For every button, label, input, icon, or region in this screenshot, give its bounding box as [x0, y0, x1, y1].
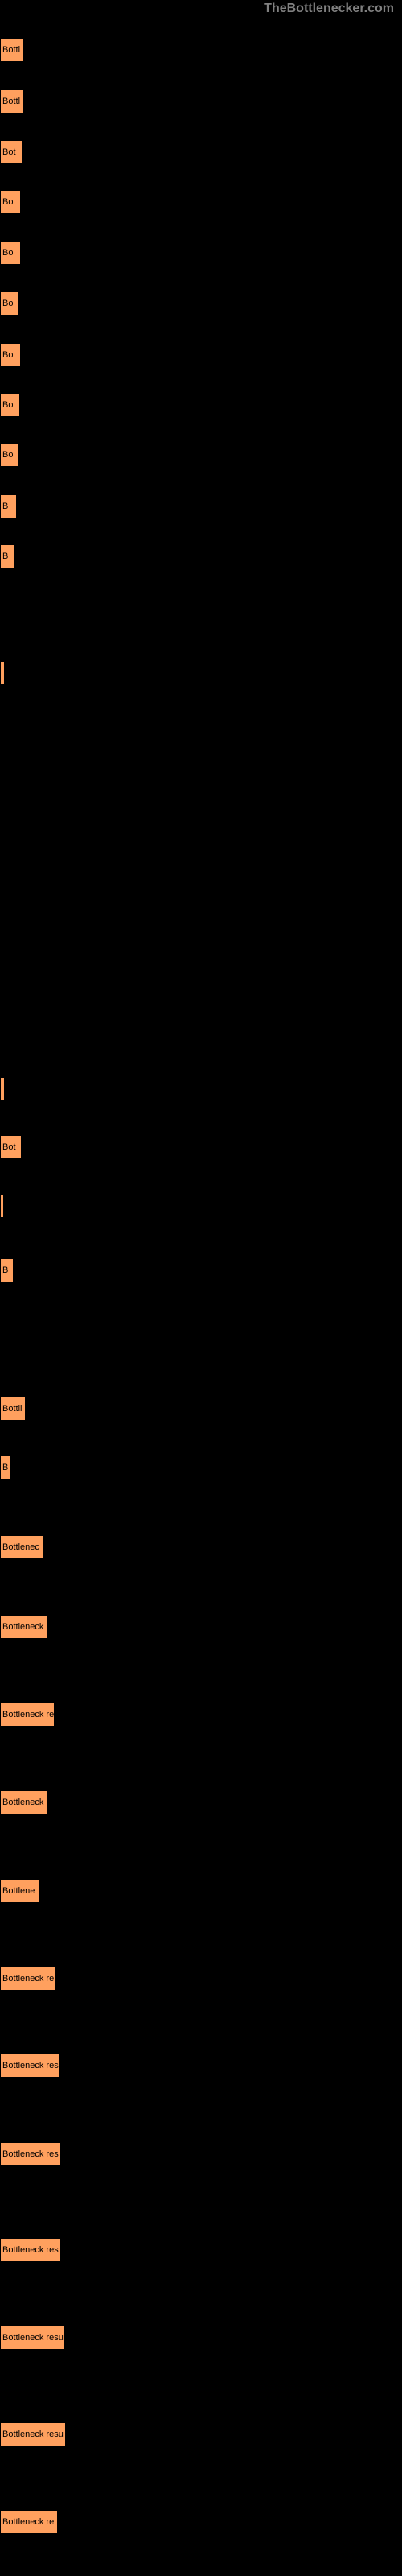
- bar: Bo: [0, 190, 21, 214]
- bar-row: Bottli: [0, 1390, 26, 1426]
- bar-row: Bo: [0, 234, 21, 270]
- bar-label: Bottl: [2, 97, 20, 106]
- bar-label: Bottl: [2, 45, 20, 55]
- bar-row: Bottleneck res: [0, 2048, 59, 2084]
- bar-label: Bottleneck re: [2, 1974, 54, 1984]
- bar-label: Bottleneck res: [2, 2245, 59, 2255]
- bar-row: Bottleneck: [0, 1785, 48, 1821]
- bar-row: Bottl: [0, 83, 24, 119]
- bar-label: Bottlenec: [2, 1542, 39, 1552]
- bar: Bo: [0, 241, 21, 265]
- bar-label: Bottleneck: [2, 1622, 43, 1632]
- bar-label: B: [2, 551, 8, 561]
- bar-row: B: [0, 1252, 14, 1288]
- bar-row: Bot: [0, 1129, 22, 1166]
- chart-container: Bottl Bottl Bot Bo Bo Bo Bo Bo Bo B B Bot B Bottli B Bo…: [0, 0, 402, 2576]
- bar-row: Bot: [0, 134, 23, 171]
- bar: Bottleneck res: [0, 2238, 61, 2262]
- bar: Bo: [0, 393, 20, 417]
- bar: Bo: [0, 443, 18, 467]
- bar-label: Bo: [2, 248, 13, 258]
- bar: Bot: [0, 1135, 22, 1159]
- bar: [0, 1077, 5, 1101]
- bar: Bottl: [0, 38, 24, 62]
- bar: Bottlenec: [0, 1535, 43, 1559]
- bar: Bottleneck re: [0, 1967, 56, 1991]
- bar-row: Bottleneck res: [0, 2136, 61, 2173]
- bar-label: Bo: [2, 299, 13, 308]
- bar-label: Bottli: [2, 1404, 22, 1414]
- bar: Bot: [0, 140, 23, 164]
- bar: B: [0, 1455, 11, 1480]
- bar-row: Bo: [0, 437, 18, 473]
- bar-row: B: [0, 488, 17, 524]
- bar-label: Bo: [2, 450, 13, 460]
- bar: B: [0, 494, 17, 518]
- bar-row: Bo: [0, 184, 21, 221]
- bar-label: B: [2, 502, 8, 511]
- bar: Bottleneck re: [0, 1703, 55, 1727]
- bar-label: Bottleneck: [2, 1798, 43, 1807]
- bar-row: [0, 1188, 4, 1224]
- bar: Bottli: [0, 1397, 26, 1421]
- bar-label: Bottleneck res: [2, 2149, 59, 2159]
- bar: Bottlene: [0, 1879, 40, 1903]
- bar-row: Bottlenec: [0, 1529, 43, 1565]
- bar: Bottl: [0, 89, 24, 114]
- bar-label: Bo: [2, 350, 13, 360]
- bar: B: [0, 1258, 14, 1282]
- bar-row: [0, 1071, 5, 1107]
- bar-label: Bot: [2, 1142, 16, 1152]
- bar-row: B: [0, 538, 14, 574]
- bar-label: B: [2, 1265, 8, 1275]
- bar-label: Bottleneck resu: [2, 2429, 64, 2439]
- bar-row: B: [0, 1449, 11, 1485]
- bar-row: Bo: [0, 286, 19, 322]
- bar: [0, 1194, 4, 1218]
- bar-row: Bottleneck res: [0, 2232, 61, 2268]
- bar-label: Bo: [2, 197, 13, 207]
- bar-label: B: [2, 1463, 8, 1472]
- bar: Bo: [0, 291, 19, 316]
- bar: Bottleneck resu: [0, 2422, 66, 2446]
- bar-row: Bottleneck: [0, 1609, 48, 1645]
- bar-label: Bottleneck re: [2, 1710, 54, 1719]
- bar-row: Bottleneck re: [0, 1960, 56, 1996]
- bar: B: [0, 544, 14, 568]
- bar-row: Bottleneck re: [0, 2504, 58, 2540]
- bar: Bottleneck: [0, 1790, 48, 1814]
- bar-row: Bo: [0, 336, 21, 373]
- bar: Bottleneck resu: [0, 2326, 64, 2350]
- bar-label: Bottleneck resu: [2, 2333, 64, 2343]
- bar-label: Bottlene: [2, 1886, 35, 1896]
- bar: [0, 661, 5, 685]
- bar-row: Bottl: [0, 32, 24, 68]
- bar-row: Bottlene: [0, 1873, 40, 1909]
- bar: Bottleneck res: [0, 2054, 59, 2078]
- bar-label: Bottleneck re: [2, 2517, 54, 2527]
- bar-row: Bottleneck resu: [0, 2319, 64, 2355]
- bar: Bottleneck: [0, 1615, 48, 1639]
- bar-row: Bottleneck re: [0, 1696, 55, 1732]
- bar-row: Bottleneck resu: [0, 2417, 66, 2453]
- bar-label: Bot: [2, 147, 16, 157]
- bar-label: Bo: [2, 400, 13, 410]
- bar-row: Bo: [0, 386, 20, 423]
- bar: Bottleneck res: [0, 2142, 61, 2166]
- bar-row: [0, 655, 5, 691]
- bar: Bo: [0, 343, 21, 367]
- bar: Bottleneck re: [0, 2510, 58, 2534]
- bar-label: Bottleneck res: [2, 2061, 59, 2070]
